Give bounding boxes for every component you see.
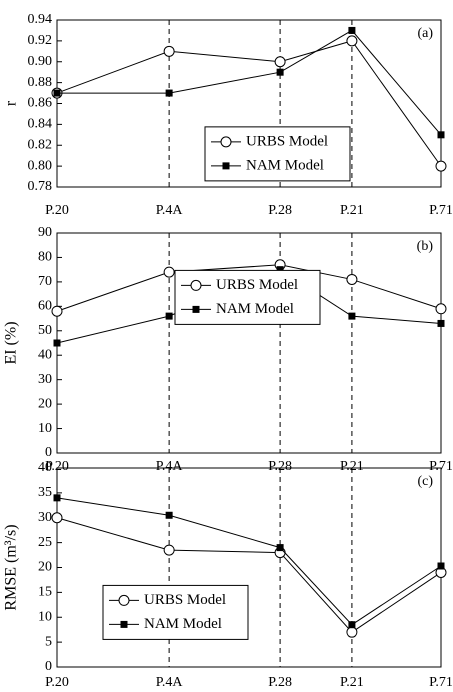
x-tick-label: P.4A xyxy=(156,203,184,218)
y-tick-label: 40 xyxy=(38,460,52,475)
legend-label: NAM Model xyxy=(216,301,294,317)
marker xyxy=(190,279,202,291)
legend-label: NAM Model xyxy=(246,157,324,173)
x-tick-label: P.4A xyxy=(156,459,184,474)
x-tick-label: P.20 xyxy=(45,675,69,690)
legend-label: URBS Model xyxy=(216,277,298,293)
y-tick-label: 0.90 xyxy=(28,54,53,69)
marker xyxy=(346,35,358,47)
y-tick-label: 0.92 xyxy=(28,33,53,48)
y-tick-label: 60 xyxy=(38,299,52,314)
marker xyxy=(53,89,61,97)
legend-box xyxy=(174,269,321,325)
y-tick-label: 50 xyxy=(38,323,52,338)
y-tick-label: 90 xyxy=(38,225,52,240)
marker xyxy=(51,512,63,524)
x-tick-label: P.28 xyxy=(268,675,292,690)
legend-box xyxy=(102,584,249,640)
marker xyxy=(276,68,284,76)
marker xyxy=(118,594,130,606)
x-tick-label: P.28 xyxy=(268,203,292,218)
marker xyxy=(348,621,356,629)
marker xyxy=(435,303,447,315)
y-tick-label: 0.84 xyxy=(28,117,53,132)
y-tick-label: 15 xyxy=(38,585,52,600)
y-tick-label: 0 xyxy=(45,445,52,460)
y-tick-label: 5 xyxy=(45,634,52,649)
legend-label: URBS Model xyxy=(144,592,226,608)
x-tick-label: P.71 xyxy=(429,675,453,690)
y-tick-label: 0.82 xyxy=(28,137,53,152)
y-tick-label: 80 xyxy=(38,250,52,265)
plot-frame xyxy=(56,232,442,454)
x-tick-label: P.21 xyxy=(340,675,364,690)
y-tick-label: 30 xyxy=(38,372,52,387)
y-tick-label: 20 xyxy=(38,560,52,575)
y-tick-label: 35 xyxy=(38,485,52,500)
marker xyxy=(163,266,175,278)
series-line xyxy=(57,29,442,136)
y-tick-label: 30 xyxy=(38,510,52,525)
y-tick-label: 70 xyxy=(38,274,52,289)
marker xyxy=(165,89,173,97)
marker xyxy=(165,312,173,320)
x-tick-label: P.21 xyxy=(340,459,364,474)
y-tick-label: 0 xyxy=(45,659,52,674)
y-tick-label: 0.78 xyxy=(28,179,53,194)
marker xyxy=(346,626,358,638)
marker xyxy=(276,266,284,274)
marker xyxy=(165,511,173,519)
marker xyxy=(192,305,200,313)
panel-label: (a) xyxy=(417,26,433,41)
marker xyxy=(120,620,128,628)
marker xyxy=(51,305,63,317)
marker xyxy=(163,45,175,57)
marker xyxy=(220,136,232,148)
marker xyxy=(163,544,175,556)
x-tick-label: P.20 xyxy=(45,203,69,218)
marker xyxy=(437,131,445,139)
marker xyxy=(437,319,445,327)
x-tick-label: P.28 xyxy=(268,459,292,474)
panel-label: (b) xyxy=(417,239,434,254)
marker xyxy=(348,26,356,34)
x-tick-label: P.71 xyxy=(429,203,453,218)
y-axis-label: r xyxy=(3,100,20,106)
legend-label: NAM Model xyxy=(144,616,222,632)
x-tick-label: P.4A xyxy=(156,675,184,690)
marker xyxy=(276,544,284,552)
x-tick-label: P.21 xyxy=(340,203,364,218)
y-tick-label: 20 xyxy=(38,396,52,411)
y-tick-label: 10 xyxy=(38,609,52,624)
marker xyxy=(274,56,286,68)
x-tick-label: P.71 xyxy=(429,459,453,474)
y-tick-label: 40 xyxy=(38,347,52,362)
panel-label: (c) xyxy=(417,474,433,489)
marker xyxy=(53,339,61,347)
marker xyxy=(348,312,356,320)
marker xyxy=(437,562,445,570)
marker xyxy=(53,494,61,502)
y-axis-label: RMSE (m³/s) xyxy=(3,524,20,610)
legend-label: URBS Model xyxy=(246,133,328,149)
y-tick-label: 10 xyxy=(38,421,52,436)
marker xyxy=(435,160,447,172)
y-tick-label: 0.80 xyxy=(28,158,53,173)
marker xyxy=(222,162,230,170)
y-tick-label: 0.88 xyxy=(28,75,53,90)
y-tick-label: 0.86 xyxy=(28,96,53,111)
y-tick-label: 0.94 xyxy=(28,12,53,27)
x-tick-label: P.20 xyxy=(45,459,69,474)
y-axis-label: EI (%) xyxy=(3,321,20,364)
legend-box xyxy=(204,126,351,182)
y-tick-label: 25 xyxy=(38,535,52,550)
marker xyxy=(346,273,358,285)
